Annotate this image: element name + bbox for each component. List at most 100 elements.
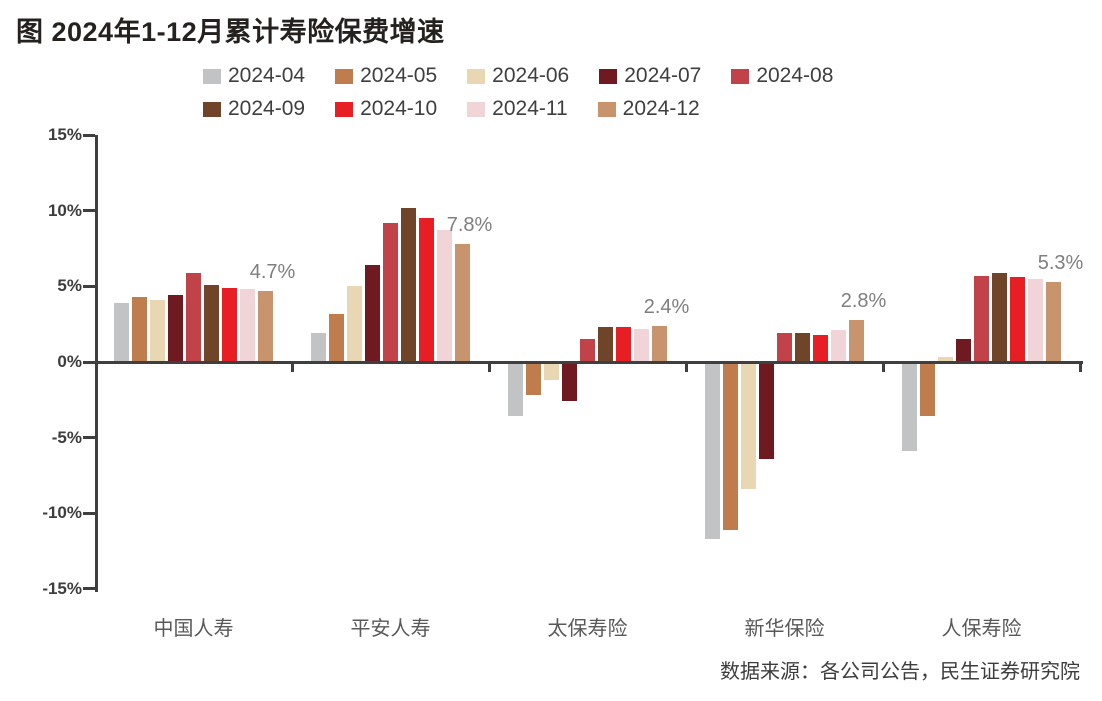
legend-item-2024-11: 2024-11 — [467, 97, 568, 121]
legend-swatch-2024-05 — [335, 68, 354, 84]
bar-2024-05-中国人寿 — [132, 296, 147, 362]
bar-2024-09-人保寿险 — [992, 272, 1007, 362]
chart-title: 图 2024年1-12月累计寿险保费增速 — [16, 17, 445, 47]
legend: 2024-04 2024-05 2024-06 2024-07 2024-08 2024-… — [203, 64, 833, 121]
bar-2024-11-中国人寿 — [240, 289, 255, 362]
x-axis-category-label: 中国人寿 — [153, 618, 234, 640]
bar-2024-10-中国人寿 — [222, 287, 237, 362]
legend-swatch-2024-06 — [467, 68, 486, 84]
y-axis-tick — [83, 587, 95, 591]
bar-2024-08-太保寿险 — [580, 339, 595, 362]
bar-2024-05-新华保险 — [723, 362, 738, 530]
bar-2024-04-新华保险 — [705, 362, 720, 540]
x-axis-zero-line — [95, 360, 1083, 364]
bar-2024-07-新华保险 — [759, 362, 774, 459]
legend-row-2: 2024-09 2024-10 2024-11 2024-12 — [203, 97, 833, 121]
bar-2024-08-新华保险 — [777, 333, 792, 362]
legend-label-2024-08: 2024-08 — [756, 64, 834, 87]
legend-swatch-2024-08 — [731, 68, 750, 84]
bar-2024-05-平安人寿 — [329, 313, 344, 362]
x-axis-category-label: 平安人寿 — [350, 618, 431, 640]
y-axis-tick — [83, 284, 95, 288]
bar-2024-11-太保寿险 — [634, 328, 649, 362]
y-axis-label: -10% — [42, 503, 82, 523]
bar-2024-12-人保寿险 — [1046, 281, 1061, 362]
bar-2024-10-太保寿险 — [616, 327, 631, 362]
bar-2024-12-新华保险 — [849, 319, 864, 362]
bar-2024-06-平安人寿 — [347, 286, 362, 362]
x-axis-tick — [487, 363, 491, 372]
bar-2024-06-太保寿险 — [544, 362, 559, 381]
bar-2024-05-人保寿险 — [920, 362, 935, 417]
legend-item-2024-08: 2024-08 — [731, 64, 833, 88]
y-axis-tick — [83, 133, 95, 137]
bar-2024-04-太保寿险 — [508, 362, 523, 417]
y-axis-label: 10% — [47, 200, 82, 220]
bar-2024-04-人保寿险 — [902, 362, 917, 452]
y-axis-tick — [83, 360, 95, 364]
legend-item-2024-09: 2024-09 — [203, 97, 305, 121]
legend-label-2024-05: 2024-05 — [360, 64, 438, 87]
x-axis-category-label: 太保寿险 — [547, 618, 628, 640]
legend-label-2024-09: 2024-09 — [228, 97, 306, 120]
bar-2024-11-新华保险 — [831, 330, 846, 362]
bar-2024-07-平安人寿 — [365, 265, 380, 362]
bar-value-label: 2.4% — [643, 295, 690, 318]
source-note: 数据来源：各公司公告，民生证券研究院 — [720, 661, 1080, 683]
y-axis-label: -15% — [42, 578, 82, 598]
legend-swatch-2024-12 — [597, 101, 616, 117]
legend-item-2024-05: 2024-05 — [335, 64, 437, 88]
bar-2024-11-人保寿险 — [1028, 278, 1043, 362]
x-axis-tick — [290, 363, 294, 372]
bar-2024-10-人保寿险 — [1010, 277, 1025, 362]
legend-label-2024-12: 2024-12 — [622, 97, 700, 120]
bar-2024-07-中国人寿 — [168, 295, 183, 362]
bar-2024-08-中国人寿 — [186, 272, 201, 362]
bar-value-label: 5.3% — [1037, 251, 1084, 274]
bar-2024-11-平安人寿 — [437, 230, 452, 362]
legend-item-2024-12: 2024-12 — [597, 97, 700, 121]
x-axis-tick — [1078, 363, 1082, 372]
bar-2024-08-平安人寿 — [383, 222, 398, 362]
y-axis-label: -5% — [51, 427, 82, 447]
legend-item-2024-10: 2024-10 — [335, 97, 437, 121]
bar-value-label: 4.7% — [249, 260, 296, 283]
bar-value-label: 2.8% — [840, 289, 887, 312]
legend-swatch-2024-09 — [203, 101, 221, 117]
bar-2024-10-平安人寿 — [419, 218, 434, 362]
y-axis-tick — [83, 436, 95, 440]
x-axis-tick — [684, 363, 688, 372]
x-axis-category-label: 新华保险 — [744, 618, 825, 640]
x-axis-category-label: 人保寿险 — [941, 618, 1022, 640]
y-axis-tick — [83, 209, 95, 213]
bar-2024-06-中国人寿 — [150, 299, 165, 362]
legend-row-1: 2024-04 2024-05 2024-06 2024-07 2024-08 — [203, 64, 833, 88]
y-axis-label: 5% — [57, 276, 82, 296]
bar-2024-12-太保寿险 — [652, 325, 667, 362]
bar-2024-09-平安人寿 — [401, 207, 416, 362]
legend-swatch-2024-07 — [599, 68, 618, 84]
x-axis-tick — [881, 363, 885, 372]
legend-label-2024-11: 2024-11 — [492, 97, 568, 120]
bar-2024-08-人保寿险 — [974, 275, 989, 362]
legend-label-2024-06: 2024-06 — [492, 64, 570, 87]
bar-2024-04-中国人寿 — [114, 302, 129, 362]
bar-value-label: 7.8% — [446, 213, 493, 236]
bar-2024-09-中国人寿 — [204, 284, 219, 362]
y-axis-tick — [83, 511, 95, 515]
legend-swatch-2024-04 — [203, 68, 221, 84]
legend-label-2024-10: 2024-10 — [360, 97, 438, 120]
bar-2024-04-平安人寿 — [311, 333, 326, 362]
bar-2024-12-中国人寿 — [258, 290, 273, 362]
legend-item-2024-07: 2024-07 — [599, 64, 701, 88]
legend-label-2024-07: 2024-07 — [624, 64, 702, 87]
bar-2024-06-新华保险 — [741, 362, 756, 490]
bar-2024-05-太保寿险 — [526, 362, 541, 396]
legend-item-2024-06: 2024-06 — [467, 64, 569, 88]
bar-2024-12-平安人寿 — [455, 243, 470, 362]
bar-2024-10-新华保险 — [813, 334, 828, 362]
bar-2024-07-人保寿险 — [956, 339, 971, 362]
y-axis-label: 15% — [47, 125, 82, 145]
